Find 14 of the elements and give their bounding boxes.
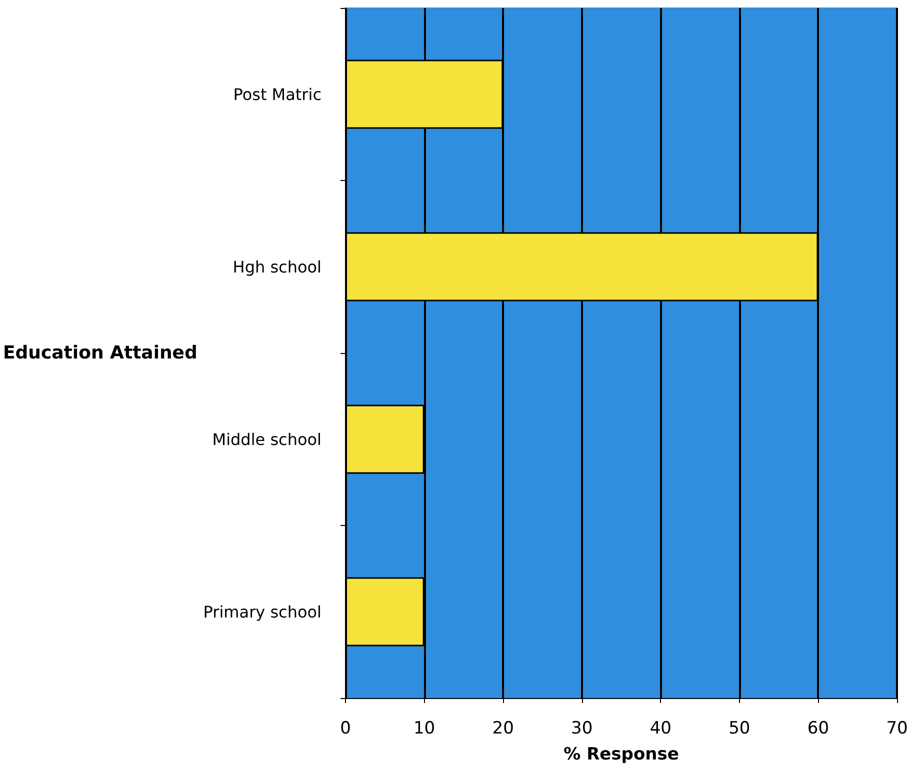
y-tick-label: Middle school <box>212 430 322 449</box>
y-tick-label: Primary school <box>203 602 322 622</box>
x-tick-label: 0 <box>340 718 351 738</box>
x-tick-label: 60 <box>807 718 830 738</box>
y-tick-label: Post Matric <box>233 84 322 104</box>
x-tick-label: 50 <box>728 718 750 738</box>
x-tick-label: 40 <box>650 718 672 738</box>
y-tick-label: Hgh school <box>232 257 322 276</box>
x-tick-label: 70 <box>886 718 908 738</box>
x-tick-label: 10 <box>413 718 436 738</box>
x-tick-label: 30 <box>571 718 593 738</box>
x-tick-label: 20 <box>492 718 514 738</box>
x-axis-title: % Response <box>564 744 679 764</box>
y-axis-title: Education Attained <box>3 342 198 364</box>
